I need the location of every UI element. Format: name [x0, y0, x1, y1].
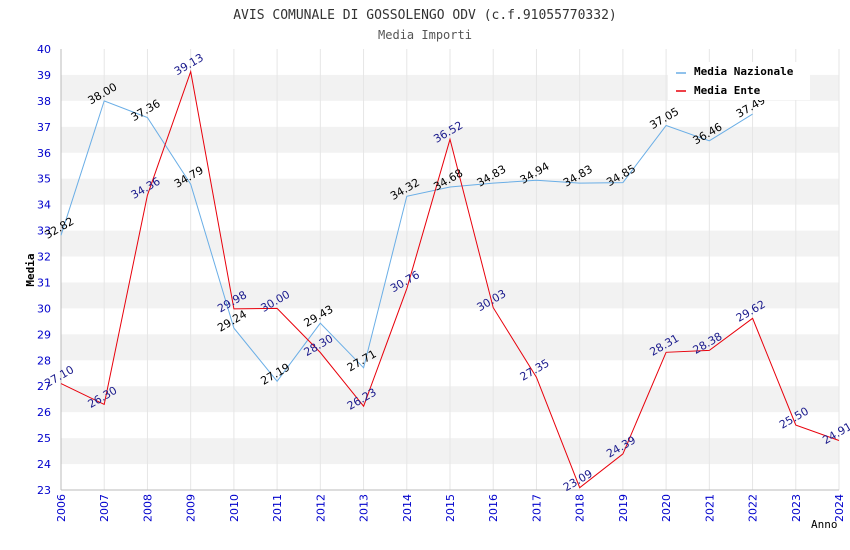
- x-tick-label: 2008: [141, 494, 154, 522]
- legend-label-ente: Media Ente: [694, 84, 761, 97]
- data-label-ente: 27.35: [518, 357, 552, 384]
- x-tick-label: 2011: [271, 494, 284, 522]
- y-axis-label: Media: [24, 253, 37, 286]
- data-label-nazionale: 37.36: [129, 97, 163, 124]
- x-tick-label: 2024: [833, 494, 846, 522]
- x-tick-label: 2019: [617, 494, 630, 522]
- axes: [60, 49, 840, 491]
- x-tick-label: 2014: [401, 494, 414, 522]
- y-tick-label: 29: [37, 328, 51, 341]
- x-tick-label: 2013: [358, 494, 371, 522]
- y-tick-label: 31: [37, 276, 51, 289]
- chart-subtitle: Media Importi: [378, 28, 472, 42]
- y-tick-label: 34: [37, 199, 51, 212]
- y-tick-label: 32: [37, 251, 51, 264]
- y-tick-label: 28: [37, 354, 51, 367]
- y-tick-label: 39: [37, 69, 51, 82]
- y-tick-label: 23: [37, 484, 51, 497]
- x-tick-label: 2022: [747, 494, 760, 522]
- y-tick-label: 30: [37, 302, 51, 315]
- y-tick-label: 26: [37, 406, 51, 419]
- series-line-nazionale: [60, 100, 753, 383]
- y-tick-label: 37: [37, 121, 51, 134]
- x-tick-label: 2015: [444, 494, 457, 522]
- x-tick-labels: 2006 2007 2008 2009 2010 2011 2012 2013 2014 2015…: [55, 494, 846, 522]
- x-tick-label: 2021: [703, 494, 716, 522]
- series-lines: [60, 69, 840, 489]
- legend-background: [668, 62, 810, 100]
- series-line-ente: [60, 69, 840, 489]
- legend: Media Nazionale Media Ente: [668, 62, 810, 100]
- legend-label-nazionale: Media Nazionale: [694, 65, 794, 78]
- data-labels: 32.8238.0037.3634.7929.2427.1929.4327.71…: [42, 51, 850, 494]
- x-tick-label: 2018: [574, 494, 587, 522]
- x-tick-label: 2017: [530, 494, 543, 522]
- x-tick-label: 2020: [660, 494, 673, 522]
- x-tick-label: 2009: [185, 494, 198, 522]
- y-tick-label: 25: [37, 432, 51, 445]
- x-tick-label: 2010: [228, 494, 241, 522]
- y-tick-label: 33: [37, 225, 51, 238]
- chart-title: AVIS COMUNALE DI GOSSOLENGO ODV (c.f.910…: [233, 8, 617, 23]
- x-axis-label: Anno: [811, 518, 838, 531]
- x-tick-label: 2007: [98, 494, 111, 522]
- x-tick-label: 2012: [314, 494, 327, 522]
- y-tick-label: 24: [37, 458, 51, 471]
- x-tick-label: 2006: [55, 494, 68, 522]
- y-tick-label: 38: [37, 95, 51, 108]
- y-tick-label: 36: [37, 147, 51, 160]
- y-tick-label: 27: [37, 380, 51, 393]
- x-tick-label: 2023: [790, 494, 803, 522]
- y-tick-label: 40: [37, 43, 51, 56]
- y-tick-labels: 23 24 25 26 27 28 29 30 31 32 33 34 35 36 37 38 39 40: [37, 43, 51, 497]
- data-label-ente: 39.13: [172, 51, 206, 78]
- x-tick-label: 2016: [487, 494, 500, 522]
- y-tick-label: 35: [37, 173, 51, 186]
